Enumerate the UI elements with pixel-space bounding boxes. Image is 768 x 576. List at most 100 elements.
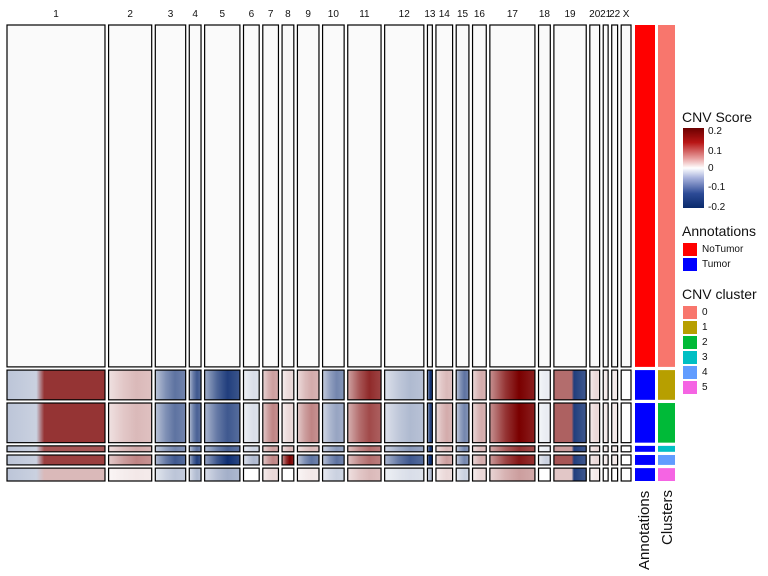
heatmap-cell	[296, 24, 320, 368]
heatmap-cell	[553, 402, 587, 444]
heatmap-cell	[262, 402, 280, 444]
heatmap-cell	[242, 402, 260, 444]
cluster-legend-item: 3	[702, 352, 708, 363]
chromosome-label: 15	[457, 9, 469, 20]
heatmap-cell	[296, 454, 320, 466]
heatmap-cell	[455, 369, 470, 401]
heatmap-cell	[589, 467, 601, 482]
chromosome-label: 21	[600, 9, 612, 20]
heatmap-cell	[426, 445, 433, 453]
heatmap-cell	[188, 467, 202, 482]
annotation-bar-segment	[635, 468, 655, 481]
heatmap-cell	[611, 402, 619, 444]
clusters-bar-label: Clusters	[659, 489, 676, 545]
heatmap-cell	[281, 369, 295, 401]
chromosome-label: 3	[168, 9, 174, 20]
chromosome-label: 7	[268, 9, 274, 20]
heatmap-cell	[296, 369, 320, 401]
chromosome-label: X	[623, 9, 630, 20]
heatmap-cell	[262, 467, 280, 482]
heatmap-cell	[435, 402, 454, 444]
cnv-cluster-legend-title: CNV cluster	[682, 286, 757, 302]
heatmap-cell	[347, 24, 382, 368]
annotations-legend-item: NoTumor	[702, 244, 744, 255]
heatmap-cell	[154, 467, 187, 482]
chromosome-label: 19	[564, 9, 576, 20]
colorbar-tick: 0.2	[708, 126, 722, 137]
annotations-bar-label: Annotations	[636, 490, 653, 570]
chromosome-label: 22	[609, 9, 621, 20]
annotation-bar-segment	[635, 445, 655, 452]
heatmap-cell	[204, 24, 241, 368]
heatmap-cell	[242, 24, 260, 368]
chromosome-label: 11	[359, 9, 370, 20]
heatmap-cell	[347, 454, 382, 466]
heatmap-cell	[204, 369, 241, 401]
heatmap-cell	[6, 369, 106, 401]
heatmap-cell	[602, 369, 609, 401]
heatmap-cell	[281, 445, 295, 453]
heatmap-cell	[188, 369, 202, 401]
heatmap-cell	[6, 454, 106, 466]
cluster-legend-item: 2	[702, 337, 708, 348]
chromosome-label: 18	[539, 9, 551, 20]
heatmap-cell	[553, 445, 587, 453]
cluster-bar-segment	[658, 455, 675, 465]
cluster-2-swatch	[683, 336, 697, 349]
cluster-legend-item: 5	[702, 382, 708, 393]
heatmap-cell	[107, 467, 153, 482]
heatmap-cell	[611, 445, 619, 453]
cluster-bar-segment	[658, 370, 675, 400]
chromosome-label: 8	[285, 9, 291, 20]
heatmap-cell	[537, 445, 551, 453]
heatmap-cell	[489, 445, 536, 453]
cnv-score-legend-title: CNV Score	[682, 109, 753, 125]
chromosome-label: 4	[192, 9, 198, 20]
chromosome-label: 16	[474, 9, 486, 20]
heatmap-cell	[620, 24, 632, 368]
heatmap-cell	[154, 445, 187, 453]
heatmap-cell	[471, 454, 487, 466]
annotations-legend-item: Tumor	[702, 259, 731, 270]
heatmap-cell	[489, 24, 536, 368]
heatmap-cell	[6, 467, 106, 482]
chromosome-label: 2	[127, 9, 133, 20]
heatmap-cell	[589, 445, 601, 453]
heatmap-cell	[384, 402, 425, 444]
heatmap-cell	[471, 24, 487, 368]
heatmap-cell	[321, 454, 345, 466]
heatmap-cell	[204, 454, 241, 466]
chromosome-label: 12	[399, 9, 411, 20]
heatmap-cell	[242, 445, 260, 453]
cluster-1-swatch	[683, 321, 697, 334]
heatmap-cell	[188, 454, 202, 466]
heatmap-cell	[620, 454, 632, 466]
heatmap-cell	[455, 445, 470, 453]
heatmap-cell	[455, 24, 470, 368]
heatmap-cell	[611, 24, 619, 368]
annotation-bar-segment	[635, 25, 655, 367]
heatmap-cell	[537, 24, 551, 368]
notumor-swatch	[683, 243, 697, 256]
heatmap-cell	[384, 467, 425, 482]
heatmap-cell	[602, 402, 609, 444]
heatmap-cell	[620, 369, 632, 401]
cluster-bar-segment	[658, 445, 675, 452]
cnv-score-colorbar	[683, 128, 704, 208]
heatmap-cell	[426, 454, 433, 466]
heatmap-cell	[242, 467, 260, 482]
heatmap-cell	[107, 445, 153, 453]
heatmap-cell	[537, 402, 551, 444]
heatmap-cell	[489, 454, 536, 466]
heatmap-cell	[347, 445, 382, 453]
heatmap-cell	[620, 445, 632, 453]
heatmap-cell	[262, 454, 280, 466]
heatmap-cell	[471, 445, 487, 453]
annotation-bar-segment	[635, 403, 655, 443]
heatmap-cell	[281, 467, 295, 482]
heatmap-cell	[553, 467, 587, 482]
heatmap-cell	[553, 369, 587, 401]
heatmap-cell	[347, 369, 382, 401]
heatmap-cell	[489, 402, 536, 444]
